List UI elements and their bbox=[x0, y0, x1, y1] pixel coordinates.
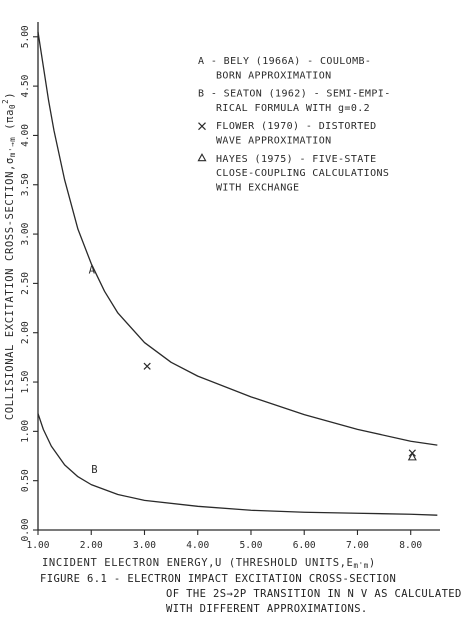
hayes-triangle-marker bbox=[407, 452, 417, 461]
y-tick-label: 1.00 bbox=[20, 420, 31, 443]
legend-entry-0-line-1: BORN APPROXIMATION bbox=[216, 70, 332, 81]
x-tick-label: 7.00 bbox=[346, 540, 369, 551]
series-line-b bbox=[37, 413, 438, 516]
y-tick-label: 2.00 bbox=[20, 321, 31, 344]
y-tick-label: 0.00 bbox=[20, 518, 31, 541]
legend-x-icon bbox=[198, 122, 206, 131]
legend-entry-1-line-1: RICAL FORMULA WITH g=0.2 bbox=[216, 103, 370, 114]
legend-entry-2-line-0: FLOWER (1970) - DISTORTED bbox=[216, 121, 377, 132]
legend-entry-1-line-0: B - SEATON (1962) - SEMI-EMPI- bbox=[198, 89, 391, 100]
legend-entry-0-line-0: A - BELY (1966A) - COULOMB- bbox=[198, 56, 371, 67]
x-tick-label: 3.00 bbox=[133, 540, 156, 551]
x-tick-label: 8.00 bbox=[399, 540, 422, 551]
caption-line-3: WITH DIFFERENT APPROXIMATIONS. bbox=[166, 603, 368, 615]
flower-x-marker bbox=[143, 362, 151, 370]
y-tick-label: 4.00 bbox=[20, 124, 31, 147]
chart: 1.00 2.00 3.00 4.00 5.00 6.00 7.00 8.00 0.00 0.50… bbox=[1, 22, 440, 570]
figure-caption: FIGURE 6.1 - ELECTRON IMPACT EXCITATION … bbox=[40, 572, 470, 617]
y-tick-label: 0.50 bbox=[20, 469, 31, 492]
y-axis-title: COLLISIONAL EXCITATION CROSS-SECTION,σm'… bbox=[1, 92, 17, 420]
x-tick-label: 5.00 bbox=[240, 540, 263, 551]
x-tick-label: 1.00 bbox=[27, 540, 50, 551]
x-tick-label: 6.00 bbox=[293, 540, 316, 551]
x-tick-label: 2.00 bbox=[80, 540, 103, 551]
series-label-a: A bbox=[89, 265, 96, 277]
y-tick-label: 4.50 bbox=[20, 74, 31, 97]
legend-entry-2-line-1: WAVE APPROXIMATION bbox=[216, 136, 332, 147]
y-tick-label: 3.50 bbox=[20, 173, 31, 196]
y-tick-label: 5.00 bbox=[20, 25, 31, 48]
caption-line-2: OF THE 2S→2P TRANSITION IN N V AS CALCUL… bbox=[166, 588, 462, 600]
caption-line-1: FIGURE 6.1 - ELECTRON IMPACT EXCITATION … bbox=[40, 573, 397, 585]
legend-entry-3-line-1: CLOSE-COUPLING CALCULATIONS bbox=[216, 168, 389, 179]
y-tick-label: 1.50 bbox=[20, 370, 31, 393]
legend-triangle-icon bbox=[197, 153, 207, 162]
y-tick-label: 3.00 bbox=[20, 222, 31, 245]
x-tick-label: 4.00 bbox=[186, 540, 209, 551]
series-line-a bbox=[37, 31, 438, 446]
legend-entry-3-line-0: HAYES (1975) - FIVE-STATE bbox=[216, 154, 377, 165]
y-tick-label: 2.50 bbox=[20, 272, 31, 295]
legend-entry-3-line-2: WITH EXCHANGE bbox=[216, 182, 299, 193]
series-label-b: B bbox=[91, 464, 97, 476]
x-axis-title: INCIDENT ELECTRON ENERGY,U (THRESHOLD UN… bbox=[42, 557, 376, 570]
